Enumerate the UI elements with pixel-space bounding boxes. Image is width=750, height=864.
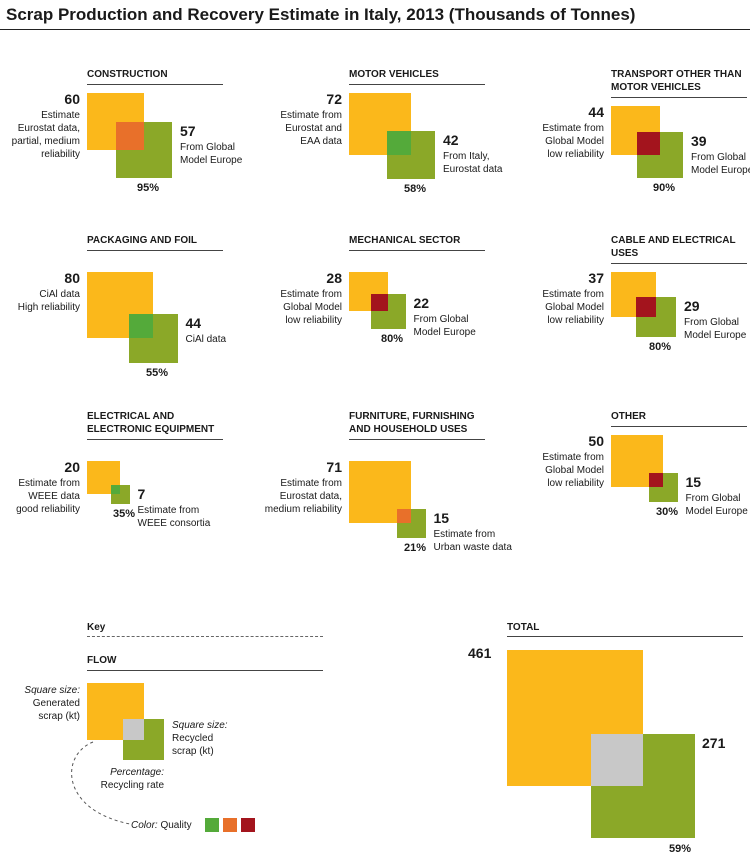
generated-value: 20 [64,459,80,475]
category-heading: CONSTRUCTION [87,68,223,85]
quality-overlap-square [110,484,120,494]
category-heading: FURNITURE, FURNISHING AND HOUSEHOLD USES [349,410,485,440]
total-overlap-square [591,734,643,786]
category-heading: PACKAGING AND FOIL [87,234,223,251]
recycled-value: 22 [413,294,430,311]
category-panel: FURNITURE, FURNISHING AND HOUSEHOLD USES… [262,404,512,599]
recycled-source-note: CiAl data [185,333,227,345]
generated-source-note: Estimate from Global Model low reliabili… [542,289,604,326]
category-panel: OTHER 50 Estimate from Global Model low re… [524,404,750,599]
quality-overlap-square [387,131,411,155]
recycling-rate: 30% [655,505,679,518]
quality-low-swatch [241,818,255,832]
category-panel: MECHANICAL SECTOR 28 Estimate from Global … [262,228,512,423]
recycling-rate: 80% [380,332,404,345]
recycled-value: 44 [185,314,202,331]
recycling-rate: 58% [403,183,427,195]
category-heading: OTHER [611,410,747,427]
total-header: TOTAL [507,622,540,633]
quality-overlap-square [116,122,144,150]
category-heading: TRANSPORT OTHER THAN MOTOR VEHICLES [611,68,747,98]
generated-value: 72 [326,91,342,107]
generated-source-note: Estimate from Global Model low reliabili… [542,452,604,489]
recycling-rate: 90% [652,182,676,194]
total-generated-value: 461 [468,645,492,661]
recycling-rate: 55% [145,366,169,379]
recycling-rate: 95% [136,182,160,194]
key-generated-note: Square size: Generated scrap (kt) [24,685,80,722]
quality-overlap-square [128,313,153,338]
key-dash-rule [87,636,323,637]
recycled-source-note: From Global Model Europe [684,317,747,341]
recycled-source-note: From Global Model Europe [691,152,750,176]
generated-value: 37 [588,270,604,286]
category-heading: CABLE AND ELECTRICAL USES [611,234,747,264]
recycled-value: 42 [443,132,459,148]
quality-overlap-square [636,297,656,317]
recycled-value: 57 [180,123,196,139]
recycling-rate: 35% [112,507,136,520]
category-panel: CONSTRUCTION 60 Estimate Eurostat data, pa… [0,62,250,257]
generated-value: 28 [326,270,342,286]
key-recycled-note: Square size: Recycled scrap (kt) [172,720,228,757]
quality-medium-swatch [223,818,237,832]
key-flow-rule [87,670,323,671]
recycled-source-note: From Italy, Eurostat data [443,151,503,175]
recycled-source-note: From Global Model Europe [413,313,476,338]
category-panel: PACKAGING AND FOIL 80 CiAl data High relia… [0,228,250,423]
quality-high-swatch [205,818,219,832]
generated-value: 60 [64,91,80,107]
category-heading: ELECTRICAL AND ELECTRONIC EQUIPMENT [87,410,223,440]
key-arc-connector [71,741,131,825]
key-header: Key [87,622,106,633]
recycled-source-note: Estimate from Urban waste data [433,528,512,553]
quality-overlap-square [648,472,663,487]
page-title: Scrap Production and Recovery Estimate i… [6,5,636,24]
generated-value: 71 [326,459,342,475]
recycled-source-note: From Global Model Europe [180,142,243,166]
recycled-source-note: From Global Model Europe [685,492,748,517]
generated-source-note: CiAl data High reliability [17,289,80,313]
recycled-value: 15 [685,473,702,490]
total-rule [507,636,743,637]
key-flow-label: FLOW [87,655,117,666]
category-panel: MOTOR VEHICLES 72 Estimate from Eurostat a… [262,62,512,257]
recycled-value: 15 [433,509,450,526]
total-rate: 59% [668,843,692,855]
category-heading: MECHANICAL SECTOR [349,234,485,251]
category-panel: ELECTRICAL AND ELECTRONIC EQUIPMENT 20 Est… [0,404,250,599]
generated-source-note: Estimate from Eurostat data, medium reli… [264,478,342,515]
category-heading: MOTOR VEHICLES [349,68,485,85]
generated-source-note: Estimate from Eurostat and EAA data [280,110,342,147]
generated-value: 80 [64,270,80,286]
quality-overlap-square [396,508,411,523]
recycled-value: 29 [684,298,700,314]
generated-source-note: Estimate from Global Model low reliabili… [542,123,604,160]
total-recycled-value: 271 [702,735,726,751]
recycling-rate: 21% [403,541,427,554]
recycling-rate: 80% [648,341,672,353]
key-percentage-note: Percentage: Recycling rate [100,767,164,791]
generated-source-note: Estimate from Global Model low reliabili… [280,289,342,326]
generated-source-note: Estimate from WEEE data good reliability [16,478,80,515]
key-color-note: Color: Quality [131,820,192,831]
key-overlap-square [123,719,144,740]
quality-overlap-square [370,293,388,311]
recycled-source-note: Estimate from WEEE consortia [137,504,211,529]
generated-source-note: Estimate Eurostat data, partial, medium … [11,110,80,160]
generated-value: 44 [588,104,604,120]
recycled-value: 39 [691,133,707,149]
title-rule [0,29,750,30]
category-panel: CABLE AND ELECTRICAL USES 37 Estimate from… [524,228,750,423]
quality-overlap-square [637,132,660,155]
recycled-value: 7 [137,485,146,502]
category-panel: TRANSPORT OTHER THAN MOTOR VEHICLES 44 Est… [524,62,750,257]
generated-value: 50 [588,433,604,449]
